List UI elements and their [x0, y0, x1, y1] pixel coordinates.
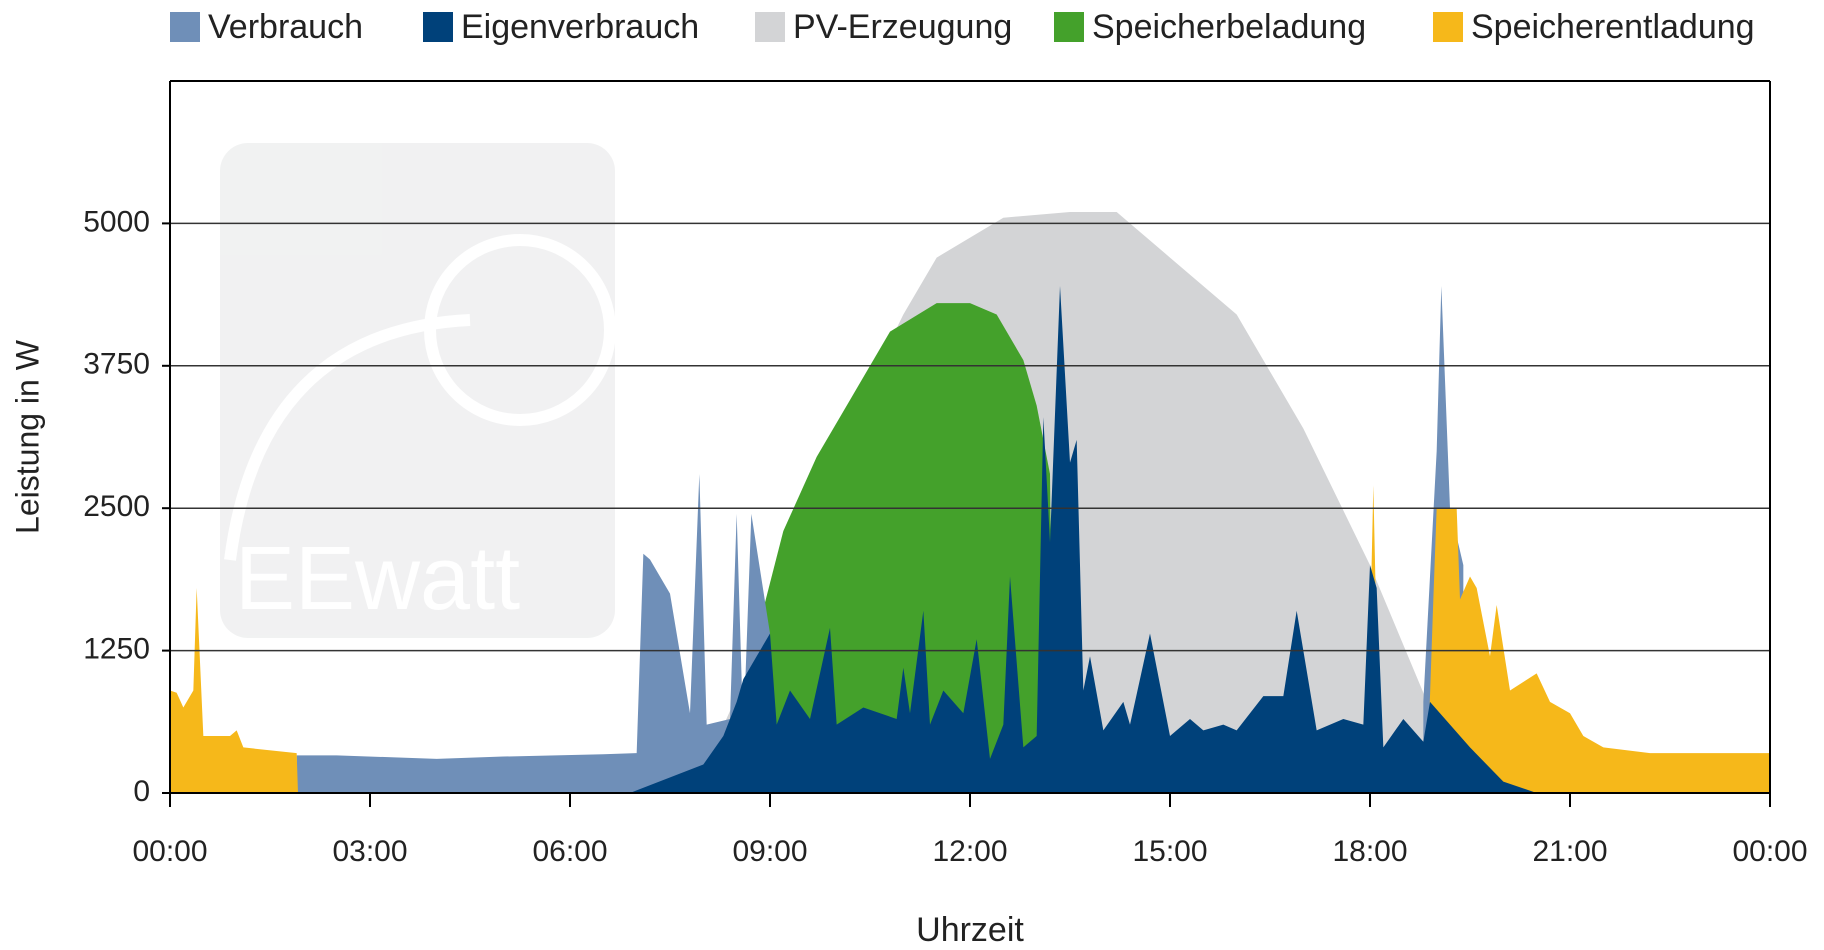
area [296, 474, 770, 793]
x-tick-label: 21:00 [1532, 835, 1607, 868]
watermark-arc [224, 314, 471, 561]
legend-swatch [1054, 12, 1084, 42]
legend-label: Speicherentladung [1471, 8, 1755, 46]
legend-swatch [423, 12, 453, 42]
x-tick-label: 09:00 [732, 835, 807, 868]
legend-label: Verbrauch [208, 8, 363, 46]
watermark: EEwatt [220, 143, 616, 638]
y-tick-label: 2500 [83, 490, 150, 523]
legend-item: Speicherbeladung [1054, 8, 1366, 46]
area [170, 587, 298, 793]
x-tick-label: 00:00 [132, 835, 207, 868]
legend-swatch [170, 12, 200, 42]
watermark-text: EEwatt [235, 529, 520, 629]
x-axis-label: Uhrzeit [916, 911, 1024, 949]
x-tick-label: 18:00 [1332, 835, 1407, 868]
y-tick-label: 5000 [83, 205, 150, 238]
watermark-box [220, 143, 615, 638]
y-axis-label: Leistung in W [9, 339, 45, 534]
y-tick-label: 1250 [83, 633, 150, 666]
legend-item: PV-Erzeugung [755, 8, 1012, 46]
x-tick-label: 12:00 [932, 835, 1007, 868]
x-tick-label: 03:00 [332, 835, 407, 868]
areas [170, 212, 1770, 793]
y-tick-label: 3750 [83, 348, 150, 381]
legend-label: PV-Erzeugung [793, 8, 1012, 46]
legend-label: Speicherbeladung [1092, 8, 1366, 46]
area [630, 286, 1537, 793]
legend-swatch [755, 12, 785, 42]
x-tick-label: 15:00 [1132, 835, 1207, 868]
legend-item: Eigenverbrauch [423, 8, 699, 46]
legend-swatch [1433, 12, 1463, 42]
legend-item: Verbrauch [170, 8, 363, 46]
legend-label: Eigenverbrauch [461, 8, 699, 46]
legend-item: Speicherentladung [1433, 8, 1755, 46]
x-tick-label: 00:00 [1732, 835, 1807, 868]
x-tick-label: 06:00 [532, 835, 607, 868]
area [1426, 508, 1770, 793]
y-tick-label: 0 [133, 775, 150, 808]
